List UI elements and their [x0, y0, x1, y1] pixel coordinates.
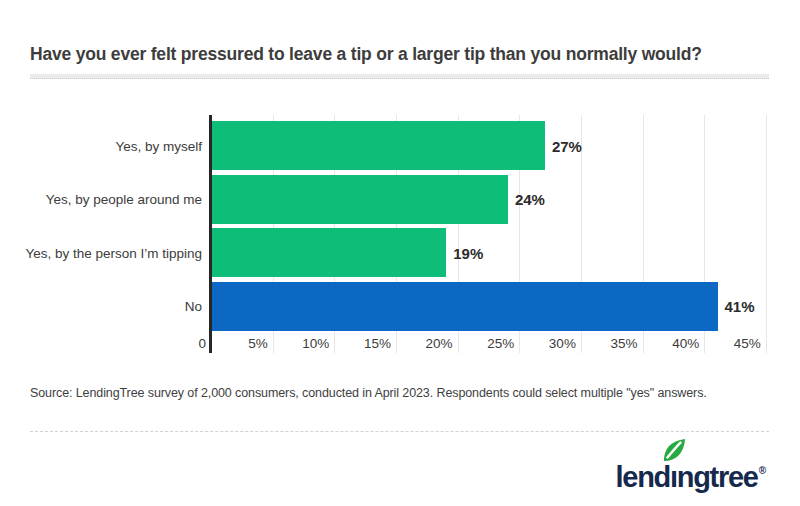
- axis-tick-label: 25%: [487, 336, 514, 351]
- category-label: No: [0, 299, 202, 314]
- axis-tick-label: 45%: [734, 336, 761, 351]
- bar: [212, 282, 718, 331]
- value-label: 19%: [453, 244, 483, 261]
- bar: [212, 228, 446, 277]
- lendingtree-logo: lendıngtree®: [616, 461, 766, 494]
- infographic-card: Have you ever felt pressured to leave a …: [0, 0, 800, 506]
- axis-tick-label: 15%: [364, 336, 391, 351]
- axis-tick-label: 20%: [426, 336, 453, 351]
- axis-tick-label: 35%: [611, 336, 638, 351]
- value-label: 27%: [552, 137, 582, 154]
- axis-tick-label: 30%: [549, 336, 576, 351]
- gridline: [766, 115, 767, 353]
- registered-trademark: ®: [759, 465, 766, 476]
- source-note: Source: LendingTree survey of 2,000 cons…: [30, 386, 707, 400]
- category-label: Yes, by people around me: [0, 192, 202, 207]
- axis-tick-label: 10%: [302, 336, 329, 351]
- logo-text-right: ngtree: [677, 461, 758, 493]
- bar: [212, 121, 545, 170]
- bar: [212, 175, 508, 224]
- footer-divider: [30, 431, 769, 432]
- axis-tick-label: 40%: [672, 336, 699, 351]
- category-label: Yes, by myself: [0, 138, 202, 153]
- logo-letter-i: ı: [670, 461, 677, 494]
- value-label: 41%: [725, 298, 755, 315]
- axis-tick-label: 0: [198, 336, 206, 351]
- category-label: Yes, by the person I’m tipping: [0, 245, 202, 260]
- value-label: 24%: [515, 191, 545, 208]
- logo-text-left: lend: [616, 461, 670, 493]
- axis-tick-label: 5%: [248, 336, 268, 351]
- bar-chart: 0 5% 10% 15% 20% 25% 30% 35% 40% 45% Yes, by mysel…: [0, 0, 800, 380]
- leaf-icon: [660, 437, 687, 464]
